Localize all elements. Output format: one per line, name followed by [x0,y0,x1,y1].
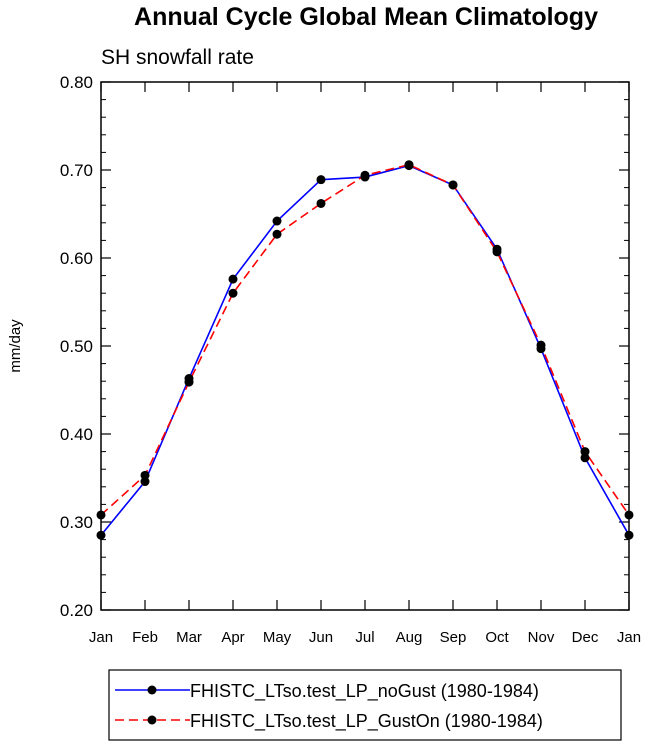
data-point-series-1 [536,340,546,350]
chart-subtitle: SH snowfall rate [101,46,254,69]
data-point-series-1 [96,510,106,520]
data-point-series-0 [624,530,634,540]
x-tick-label: May [263,629,292,646]
legend-label-0: FHISTC_LTso.test_LP_noGust (1980-1984) [190,681,539,702]
data-point-series-1 [448,180,458,190]
data-point-series-0 [580,453,590,463]
legend-marker-1 [147,715,157,725]
x-tick-label: Feb [132,629,158,646]
x-tick-label: Jan [89,629,113,646]
y-axis-label: mm/day [7,319,24,373]
y-tick-label: 0.50 [60,337,93,356]
data-point-series-1 [140,470,150,480]
y-tick-label: 0.80 [60,73,93,92]
data-point-series-0 [228,274,238,284]
legend-label-1: FHISTC_LTso.test_LP_GustOn (1980-1984) [190,711,543,732]
y-tick-label: 0.40 [60,425,93,444]
series-line-1 [100,163,630,516]
x-tick-label: Oct [485,629,509,646]
y-tick-label: 0.70 [60,161,93,180]
data-point-series-0 [96,530,106,540]
x-tick-label: Jul [355,629,374,646]
y-tick-label: 0.30 [60,513,93,532]
x-tick-label: Sep [440,629,467,646]
y-tick-label: 0.20 [60,601,93,620]
series-group [96,160,634,540]
chart-title: Annual Cycle Global Mean Climatology [134,3,598,31]
data-point-series-0 [316,175,326,185]
data-point-series-1 [492,247,502,257]
x-tick-label: Jun [309,629,333,646]
x-tick-label: Jan [617,629,641,646]
data-point-series-0 [272,216,282,226]
x-tick-label: Dec [572,629,599,646]
data-point-series-1 [228,288,238,298]
y-tick-label: 0.60 [60,249,93,268]
data-point-series-1 [404,160,414,170]
plot-frame [100,81,630,611]
x-tick-label: Apr [221,629,244,646]
x-tick-labels: Jan Feb Mar Apr May Jun Jul Aug Sep Oct Nov Dec Jan [89,629,641,646]
y-tick-labels: 0.20 0.30 0.40 0.50 0.60 0.70 0.80 [60,73,93,620]
legend-box [108,669,622,741]
data-point-series-1 [272,229,282,239]
axis-ticks [100,81,630,611]
x-tick-label: Aug [396,629,423,646]
series-line-0 [100,164,630,536]
data-point-series-1 [184,377,194,387]
data-point-series-1 [580,447,590,457]
data-point-series-0 [140,477,150,487]
data-point-series-1 [316,198,326,208]
data-point-series-1 [624,510,634,520]
data-point-series-1 [360,170,370,180]
x-tick-label: Nov [528,629,555,646]
x-tick-label: Mar [176,629,202,646]
legend-marker-0 [147,685,157,695]
legend: FHISTC_LTso.test_LP_noGust (1980-1984) FH… [115,681,543,732]
